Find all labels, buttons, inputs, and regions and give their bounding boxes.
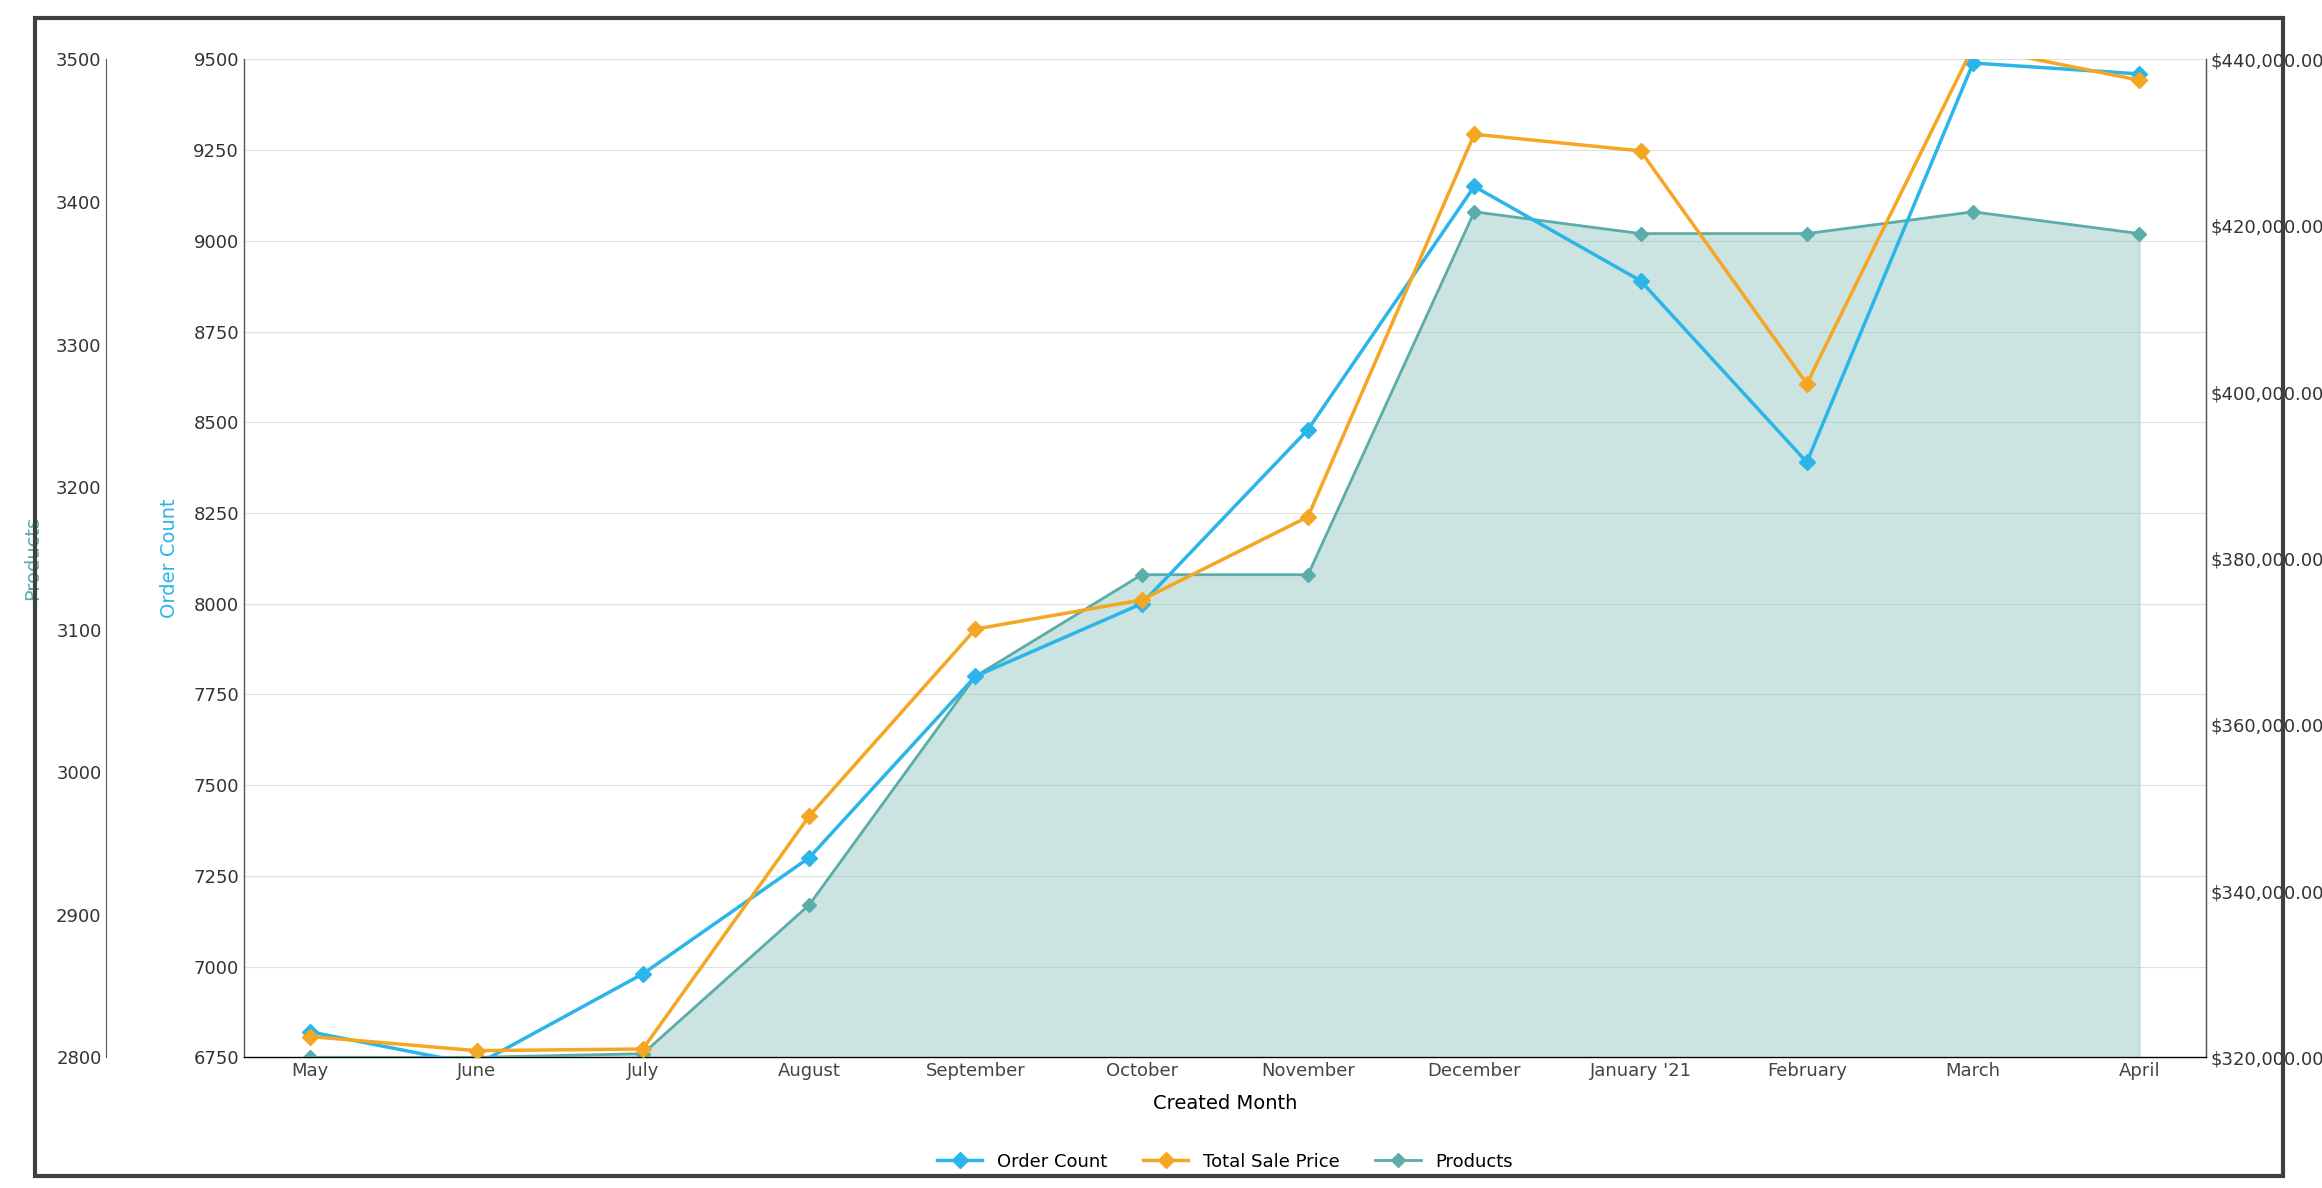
Total Sale Price — [1960, 40, 1988, 55]
Order Count — [297, 1025, 325, 1040]
Products — [794, 898, 822, 912]
Products — [1793, 227, 1820, 241]
Total Sale Price — [297, 1030, 325, 1044]
Order Count — [462, 1057, 490, 1072]
Line: Total Sale Price: Total Sale Price — [304, 42, 2146, 1056]
Products — [1128, 568, 1156, 582]
Products — [2125, 227, 2152, 241]
Y-axis label: Order Count: Order Count — [160, 499, 179, 618]
Total Sale Price — [1128, 593, 1156, 607]
Y-axis label: Products: Products — [23, 517, 42, 600]
Order Count — [1128, 596, 1156, 611]
Products — [297, 1050, 325, 1064]
Products — [961, 669, 989, 683]
Total Sale Price — [961, 623, 989, 637]
Order Count — [1628, 273, 1656, 287]
Products — [1628, 227, 1656, 241]
Legend: Order Count, Total Sale Price, Products: Order Count, Total Sale Price, Products — [929, 1145, 1521, 1178]
Order Count — [1293, 423, 1321, 437]
Order Count — [961, 669, 989, 683]
Order Count — [1960, 56, 1988, 70]
Products — [1960, 204, 1988, 219]
Order Count — [629, 967, 657, 981]
Total Sale Price — [1793, 377, 1820, 391]
Total Sale Price — [629, 1042, 657, 1056]
Total Sale Price — [1628, 144, 1656, 158]
Order Count — [2125, 67, 2152, 81]
Total Sale Price — [1293, 510, 1321, 524]
Order Count — [794, 851, 822, 865]
Order Count — [1793, 455, 1820, 469]
Total Sale Price — [1461, 127, 1488, 141]
Total Sale Price — [462, 1043, 490, 1057]
Products — [1293, 568, 1321, 582]
Line: Products: Products — [307, 207, 2143, 1062]
Order Count — [1461, 179, 1488, 194]
Products — [629, 1047, 657, 1061]
Total Sale Price — [794, 809, 822, 823]
Total Sale Price — [2125, 74, 2152, 88]
Products — [1461, 204, 1488, 219]
X-axis label: Created Month: Created Month — [1152, 1094, 1298, 1113]
Products — [462, 1050, 490, 1064]
Line: Order Count: Order Count — [304, 57, 2146, 1070]
